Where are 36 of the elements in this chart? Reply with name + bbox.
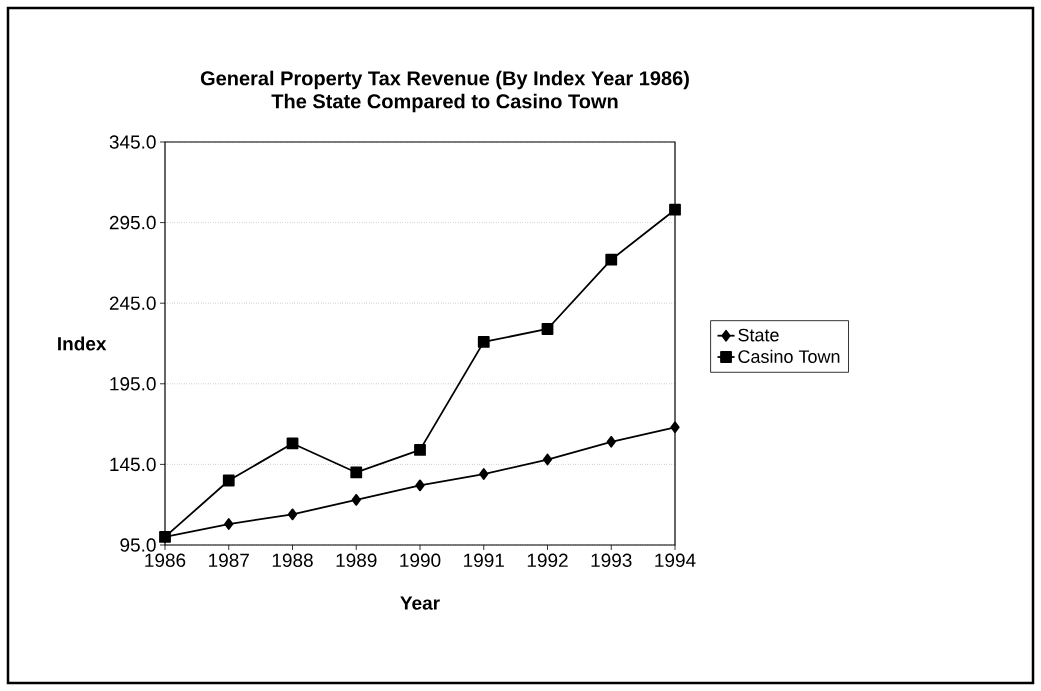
point [414,443,426,456]
point [541,323,554,335]
point [606,435,616,448]
point [415,479,425,492]
point [669,203,681,216]
chart-subtitle: The State Compared to Casino Town [271,93,618,113]
legend-label: State [738,328,779,342]
y-axis-title: Index [58,336,107,351]
point [542,453,553,466]
y-tick-label: 195.0 [110,377,156,391]
legend-label: Casino Town [738,349,840,363]
y-tick-label: 345.0 [109,135,156,149]
point [350,466,363,479]
chart-title: General Property Tax Revenue (By Index Year 1986) [200,70,689,90]
x-tick-label: 1994 [655,553,696,567]
x-tick-label: 1988 [272,553,313,567]
y-tick-label: 145.0 [110,457,156,472]
point [224,518,234,530]
y-tick-label: 295.0 [109,215,156,230]
point [479,468,489,480]
x-tick-label: 1991 [464,553,504,567]
x-tick-label: 1990 [400,553,441,567]
x-tick-label: 1992 [527,553,568,567]
point [605,253,618,266]
x-tick-label: 1993 [591,553,632,567]
x-tick-label: 1987 [209,553,249,567]
point [222,474,235,487]
point [477,335,490,348]
y-tick-label: 95.0 [120,538,156,552]
x-tick-label: 1989 [336,553,377,567]
y-tick-label: 245.0 [109,296,156,310]
point [670,421,680,434]
x-axis-title: Year [400,596,440,610]
point [287,508,298,521]
point [351,493,361,506]
x-tick-label: 1986 [145,553,186,567]
